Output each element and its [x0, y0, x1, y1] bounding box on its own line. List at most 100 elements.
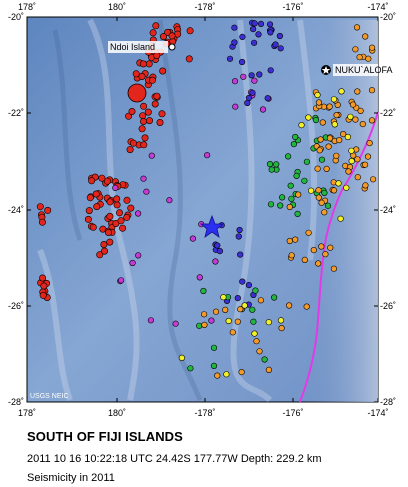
earthquake-dot	[362, 33, 369, 40]
earthquake-dot	[139, 60, 147, 68]
earthquake-dot	[140, 141, 148, 149]
earthquake-dot	[223, 371, 230, 378]
earthquake-dot	[265, 319, 272, 326]
earthquake-dot	[343, 184, 350, 191]
lat-tick-label-left: -26˚	[8, 301, 24, 311]
earthquake-dot	[357, 107, 364, 114]
earthquake-dot	[249, 89, 256, 96]
earthquake-dot	[225, 317, 232, 325]
earthquake-dot	[189, 235, 196, 242]
earthquake-dot	[84, 215, 92, 223]
earthquake-dot	[172, 320, 179, 327]
earthquake-dot	[156, 119, 164, 127]
earthquake-dot	[276, 32, 284, 40]
earthquake-dot	[298, 121, 305, 129]
earthquake-dot	[321, 189, 328, 196]
earthquake-dot	[293, 172, 300, 179]
earthquake-dot	[140, 175, 147, 182]
earthquake-dot	[238, 369, 245, 376]
earthquake-dot	[236, 226, 243, 234]
earthquake-dot	[103, 177, 111, 185]
earthquake-dot	[251, 77, 258, 84]
earthquake-dot	[315, 260, 322, 267]
earthquake-dot	[317, 136, 324, 143]
earthquake-dot	[143, 188, 150, 195]
earthquake-dot	[231, 39, 238, 46]
earthquake-dot	[301, 256, 308, 264]
earthquake-dot	[89, 223, 97, 231]
lat-tick-label-right: -22˚	[380, 108, 396, 118]
lon-tick-label-top: -174˚	[367, 2, 388, 12]
earthquake-dot	[226, 55, 234, 62]
credit-label: USGS NEIC	[30, 393, 69, 400]
earthquake-dot	[286, 302, 293, 309]
earthquake-dot	[39, 274, 47, 282]
earthquake-dot	[364, 153, 372, 160]
earthquake-dot	[290, 141, 298, 148]
earthquake-dot	[308, 187, 315, 194]
earthquake-dot	[98, 174, 106, 182]
earthquake-dot	[279, 194, 286, 201]
earthquake-dot	[288, 195, 295, 202]
earthquake-dot	[318, 156, 326, 163]
lat-tick-label-right: -24˚	[380, 205, 396, 215]
earthquake-dot	[101, 247, 109, 255]
earthquake-dot	[234, 318, 241, 325]
earthquake-dot	[148, 76, 156, 84]
mainshock-star-icon	[199, 214, 225, 238]
earthquake-dot	[264, 95, 271, 102]
earthquake-dot	[200, 287, 207, 295]
earthquake-dot	[132, 70, 140, 78]
lon-tick-label-bottom: -176˚	[282, 408, 303, 418]
earthquake-markers	[36, 19, 377, 379]
earthquake-dot	[234, 295, 241, 302]
earthquake-dot	[261, 356, 268, 363]
earthquake-dot	[267, 67, 274, 74]
earthquake-dot	[362, 161, 369, 168]
earthquake-dot	[151, 100, 159, 108]
earthquake-dot	[278, 325, 285, 332]
earthquake-dot	[240, 73, 247, 80]
earthquake-dot	[140, 102, 148, 110]
earthquake-dot	[153, 51, 161, 59]
earthquake-dot	[352, 116, 359, 123]
earthquake-dot	[106, 238, 114, 246]
earthquake-dot	[92, 190, 100, 198]
earthquake-dot	[353, 24, 361, 31]
earthquake-dot	[185, 55, 193, 63]
nukualofa-star-icon	[321, 65, 331, 75]
earthquake-dot	[130, 139, 138, 147]
earthquake-dot	[85, 207, 93, 215]
earthquake-dot	[146, 117, 154, 125]
earthquake-dot	[241, 302, 248, 309]
earthquake-dot	[347, 113, 354, 120]
earthquake-dot	[285, 153, 292, 160]
earthquake-dot	[352, 46, 359, 53]
lat-tick-label-left: -22˚	[8, 108, 24, 118]
earthquake-dot	[159, 67, 167, 75]
earthquake-dot	[239, 278, 246, 285]
earthquake-dot	[344, 133, 352, 141]
earthquake-dot	[321, 209, 328, 216]
earthquake-dot	[331, 121, 338, 128]
earthquake-dot	[138, 73, 146, 81]
earthquake-dot	[88, 177, 96, 185]
lon-tick-label-bottom: 180˚	[108, 408, 126, 418]
earthquake-dot	[212, 258, 219, 265]
earthquake-dot	[267, 29, 274, 36]
earthquake-dot	[168, 32, 176, 40]
earthquake-dot	[113, 195, 121, 203]
earthquake-dot	[248, 72, 255, 79]
earthquake-dot	[125, 112, 133, 120]
earthquake-dot	[333, 152, 340, 159]
earthquake-dot	[144, 108, 152, 116]
earthquake-dot	[201, 311, 208, 318]
graticule-labels: 178˚ 178˚ 180˚ 180˚ -178˚ -178˚ -176˚ -176˚ -174…	[8, 2, 396, 418]
earthquake-dot	[256, 348, 263, 355]
earthquake-dot	[253, 338, 260, 345]
earthquake-dot	[325, 143, 332, 150]
earthquake-dot	[96, 251, 104, 259]
seismicity-subtitle: Seismicity in 2011	[27, 472, 115, 484]
lat-tick-label-left: -28˚	[8, 397, 24, 407]
earthquake-dot	[166, 197, 173, 204]
